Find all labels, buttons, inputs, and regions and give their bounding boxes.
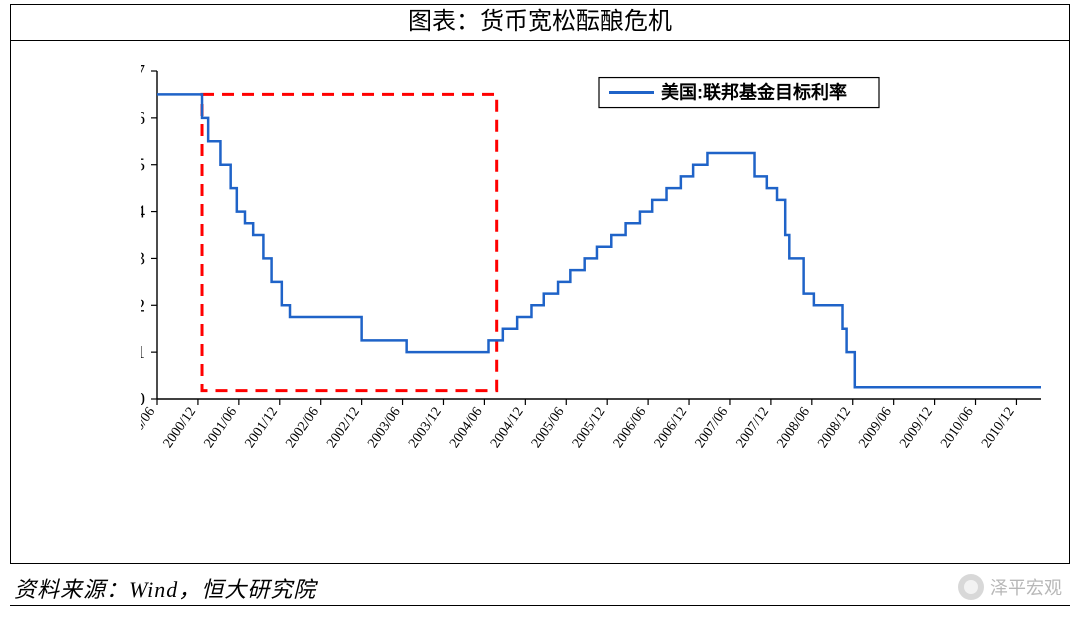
- svg-text:2006/06: 2006/06: [611, 405, 650, 451]
- svg-text:2010/12: 2010/12: [979, 405, 1018, 451]
- watermark-text: 泽平宏观: [990, 574, 1062, 600]
- chart-area: 012345672000/062000/122001/062001/122002…: [141, 65, 1051, 485]
- svg-text:2: 2: [141, 295, 145, 315]
- svg-text:1: 1: [141, 342, 145, 362]
- svg-text:2000/06: 2000/06: [141, 405, 158, 451]
- svg-text:4: 4: [141, 202, 145, 222]
- svg-text:6: 6: [141, 108, 145, 128]
- svg-text:美国:联邦基金目标利率: 美国:联邦基金目标利率: [661, 82, 847, 103]
- svg-text:2009/06: 2009/06: [856, 405, 895, 451]
- source-text: 资料来源：Wind，恒大研究院: [14, 572, 316, 604]
- svg-text:2000/12: 2000/12: [161, 405, 200, 451]
- svg-text:2005/12: 2005/12: [570, 405, 609, 451]
- svg-text:7: 7: [141, 65, 145, 81]
- wechat-icon: [958, 574, 984, 600]
- bottom-rule: [10, 605, 1070, 606]
- svg-text:2003/12: 2003/12: [406, 405, 445, 451]
- svg-text:2001/06: 2001/06: [202, 405, 241, 451]
- chart-frame: 012345672000/062000/122001/062001/122002…: [10, 4, 1070, 564]
- svg-text:2002/12: 2002/12: [324, 405, 363, 451]
- watermark: 泽平宏观: [958, 574, 1062, 600]
- svg-text:2001/12: 2001/12: [242, 405, 281, 451]
- svg-text:2002/06: 2002/06: [283, 405, 322, 451]
- svg-text:2004/12: 2004/12: [488, 405, 527, 451]
- svg-text:2008/06: 2008/06: [774, 405, 813, 451]
- svg-text:5: 5: [141, 155, 145, 175]
- svg-text:2005/06: 2005/06: [529, 405, 568, 451]
- svg-text:2006/12: 2006/12: [652, 405, 691, 451]
- svg-text:2007/12: 2007/12: [734, 405, 773, 451]
- svg-text:2003/06: 2003/06: [365, 405, 404, 451]
- svg-text:2004/06: 2004/06: [447, 405, 486, 451]
- svg-text:3: 3: [141, 248, 145, 268]
- line-chart-svg: 012345672000/062000/122001/062001/122002…: [141, 65, 1051, 485]
- svg-text:2009/12: 2009/12: [897, 405, 936, 451]
- svg-text:2010/06: 2010/06: [938, 405, 977, 451]
- svg-text:2008/12: 2008/12: [815, 405, 854, 451]
- svg-text:2007/06: 2007/06: [693, 405, 732, 451]
